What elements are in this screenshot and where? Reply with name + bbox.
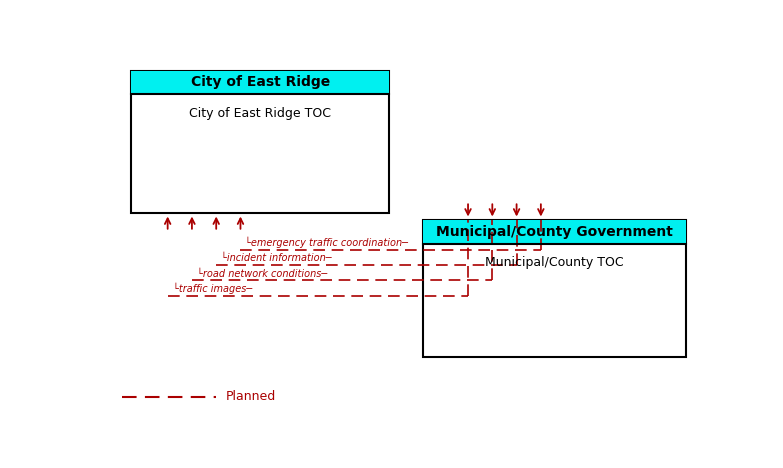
Text: └incident information─: └incident information─ [221, 253, 332, 263]
Text: Municipal/County Government: Municipal/County Government [436, 225, 673, 239]
Bar [132, 71, 389, 213]
Text: Municipal/County TOC: Municipal/County TOC [485, 256, 624, 269]
Bar [423, 220, 687, 243]
Text: └road network conditions─: └road network conditions─ [197, 269, 327, 278]
Bar [423, 220, 687, 357]
Text: └emergency traffic coordination─: └emergency traffic coordination─ [245, 236, 408, 248]
Text: └traffic images─: └traffic images─ [172, 283, 252, 294]
Text: City of East Ridge: City of East Ridge [190, 75, 330, 89]
Text: Planned: Planned [226, 390, 276, 403]
Text: City of East Ridge TOC: City of East Ridge TOC [189, 107, 331, 120]
Bar [132, 71, 389, 94]
